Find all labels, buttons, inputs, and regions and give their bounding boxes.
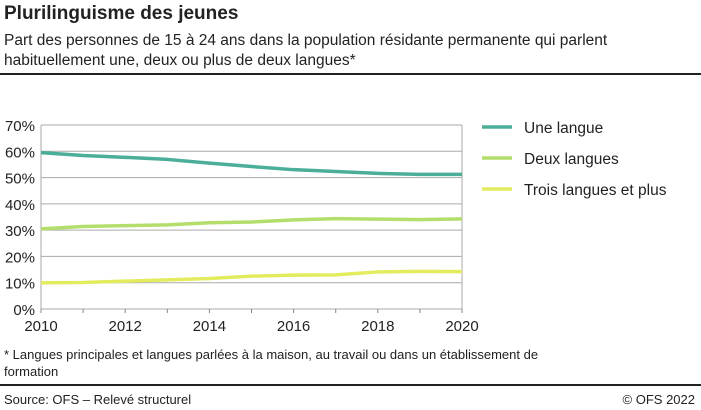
y-tick-label: 40% (5, 197, 35, 214)
source: Source: OFS – Relevé structurel (4, 392, 192, 407)
chart-subtitle: Part des personnes de 15 à 24 ans dans l… (4, 32, 608, 69)
line-chart: 0% 10% 20% 30% 40% 50% 60% 70% 2010 2012 2014 2016 2… (5, 118, 667, 335)
series-line-1 (40, 216, 463, 231)
divider (0, 73, 701, 75)
legend-label: Trois langues et plus (524, 182, 667, 199)
chart-title: Plurilinguisme des jeunes (4, 3, 239, 24)
y-tick-label: 30% (5, 223, 35, 240)
y-tick-label: 50% (5, 171, 35, 188)
x-tick-label: 2018 (361, 318, 394, 335)
legend-label: Une langue (524, 120, 603, 137)
divider (0, 384, 701, 386)
x-tick-label: 2010 (24, 318, 57, 335)
y-tick-label: 70% (5, 118, 35, 135)
y-tick-label: 20% (5, 249, 35, 266)
series-line-2 (40, 269, 463, 285)
legend-label: Deux langues (524, 151, 619, 168)
series-line-0 (40, 150, 462, 177)
y-tick-label: 0% (13, 302, 35, 319)
footnote: * Langues principales et langues parlées… (4, 347, 539, 379)
y-tick-label: 10% (5, 276, 35, 293)
copyright: © OFS 2022 (622, 392, 695, 407)
x-tick-label: 2012 (109, 318, 142, 335)
y-tick-label: 60% (5, 144, 35, 161)
x-tick-label: 2020 (445, 318, 478, 335)
x-tick-label: 2016 (277, 318, 310, 335)
x-tick-label: 2014 (193, 318, 226, 335)
